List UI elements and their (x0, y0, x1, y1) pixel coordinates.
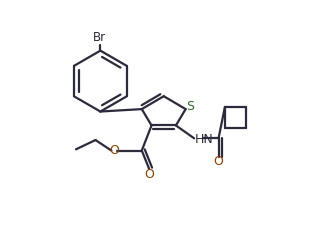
Text: HN: HN (195, 133, 214, 146)
Text: O: O (214, 155, 224, 168)
Text: O: O (109, 144, 119, 157)
Text: O: O (144, 168, 154, 181)
Text: S: S (186, 100, 194, 113)
Text: Br: Br (93, 31, 107, 44)
